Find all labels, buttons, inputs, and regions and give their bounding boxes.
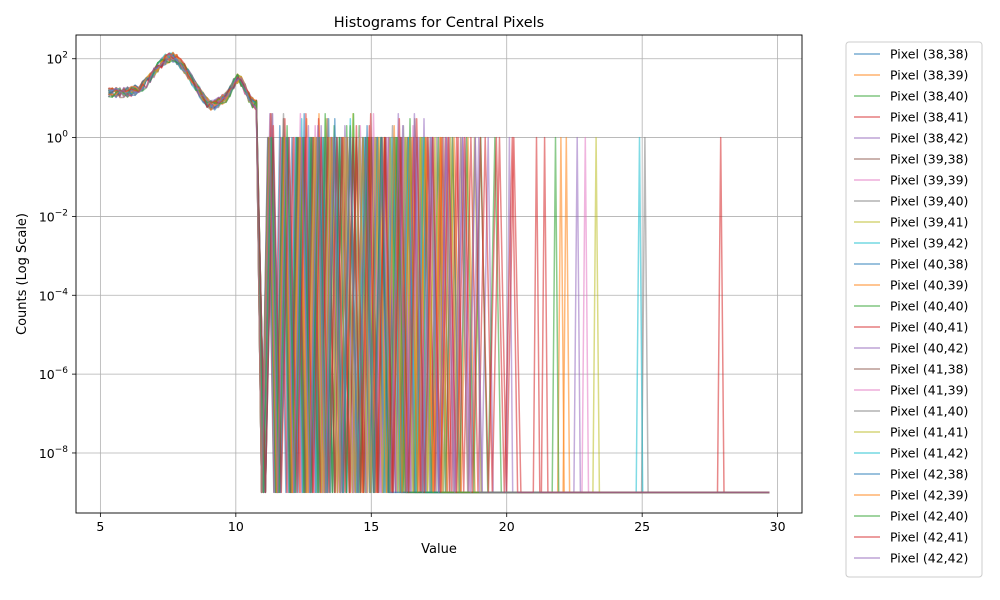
x-axis-label: Value [421,542,457,557]
y-tick-label: 10−4 [39,287,68,303]
plot-frame [75,34,803,514]
y-tick-label: 10−2 [39,208,68,224]
series-line [108,53,770,494]
legend-entry: Pixel (40,42) [890,341,968,356]
series-line [108,52,770,494]
legend-entry: Pixel (39,40) [890,194,968,209]
y-tick-label: 102 [46,51,68,67]
legend-entry: Pixel (42,40) [890,509,968,524]
y-axis-ticks: 102 100 10−2 10−4 10−6 10−8 [39,51,76,461]
legend-entry: Pixel (41,38) [890,362,968,377]
legend: Pixel (38,38) Pixel (38,39) Pixel (38,40) P… [845,41,983,578]
legend-entry: Pixel (40,40) [890,299,968,314]
legend-entry: Pixel (41,41) [890,425,968,440]
legend-entry: Pixel (42,38) [890,467,968,482]
legend-entry: Pixel (40,41) [890,320,968,335]
legend-entry: Pixel (38,41) [890,110,968,125]
legend-entry: Pixel (39,39) [890,173,968,188]
x-axis-ticks: 5 10 15 20 25 30 [96,513,786,534]
legend-entry: Pixel (39,41) [890,215,968,230]
legend-entry: Pixel (38,40) [890,89,968,104]
y-tick-label: 10−8 [39,445,68,461]
x-tick-label: 25 [634,519,650,534]
legend-entry: Pixel (38,42) [890,131,968,146]
legend-entry: Pixel (39,38) [890,152,968,167]
legend-entry: Pixel (42,42) [890,551,968,566]
legend-entry: Pixel (38,39) [890,68,968,83]
legend-entry: Pixel (42,39) [890,488,968,503]
x-tick-label: 30 [770,519,786,534]
chart-title: Histograms for Central Pixels [334,15,544,31]
y-tick-label: 10−6 [39,366,68,382]
legend-entry: Pixel (41,40) [890,404,968,419]
legend-frame [845,41,983,578]
series-layer [107,51,770,494]
legend-entry: Pixel (38,38) [890,47,968,62]
legend-entry: Pixel (41,42) [890,446,968,461]
y-tick-label: 100 [46,130,68,146]
x-tick-label: 15 [363,519,379,534]
y-axis-label: Counts (Log Scale) [15,213,30,335]
legend-entry: Pixel (41,39) [890,383,968,398]
x-tick-label: 5 [96,519,104,534]
legend-entry: Pixel (42,41) [890,530,968,545]
legend-entry: Pixel (40,39) [890,278,968,293]
x-tick-label: 20 [499,519,515,534]
x-tick-label: 10 [228,519,244,534]
legend-entry: Pixel (39,42) [890,236,968,251]
legend-entry: Pixel (40,38) [890,257,968,272]
